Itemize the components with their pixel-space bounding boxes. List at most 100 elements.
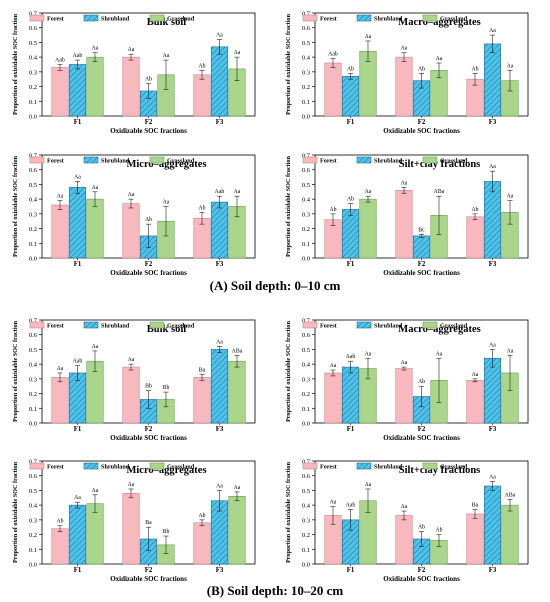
legend-label: Shrubland: [101, 16, 130, 23]
y-tick-label: 0.3: [29, 376, 37, 383]
y-axis-label: Proportion of oxizidable SOC fraction: [285, 155, 292, 257]
y-tick-label: 0.3: [29, 69, 37, 76]
legend-swatch: [356, 321, 372, 329]
significance-label: Ab: [347, 197, 354, 203]
bar: [51, 377, 69, 424]
y-tick-label: 0.2: [302, 391, 310, 398]
significance-label: ABa: [232, 348, 243, 354]
chart-panel: 0.0 0.1 0.2 0.3 0.4 0.5 0.6 0.7 Proportion of ox…: [12, 318, 256, 442]
y-tick-label: 0.5: [302, 40, 310, 47]
legend-swatch: [83, 156, 99, 164]
bar: [210, 46, 229, 117]
x-tick-label: F3: [489, 426, 497, 433]
significance-label: ABa: [505, 492, 516, 498]
x-tick-label: F1: [347, 261, 355, 268]
significance-label: Aa: [92, 185, 99, 191]
significance-label: Aa: [365, 351, 372, 357]
x-axis-label: Oxidizable SOC fractions: [110, 434, 187, 442]
legend-label: Grassland: [167, 464, 195, 471]
chart-title: Micro–aggregates: [126, 159, 206, 170]
bar: [68, 187, 87, 259]
significance-label: Aa: [74, 174, 81, 180]
bar: [395, 515, 413, 565]
legend-swatch: [149, 321, 165, 329]
significance-label: Aa: [489, 475, 496, 481]
y-tick-label: 0.1: [302, 406, 310, 413]
significance-label: Aa: [92, 488, 99, 494]
bar: [483, 485, 502, 565]
y-tick-label: 0.1: [302, 99, 310, 106]
legend-label: Grassland: [167, 158, 195, 165]
chart-panel: 0.0 0.1 0.2 0.3 0.4 0.5 0.6 0.7 Proportion of ox…: [285, 318, 529, 442]
y-tick-label: 0.3: [302, 376, 310, 383]
legend-label: Forest: [47, 16, 65, 23]
legend-swatch: [422, 156, 438, 164]
y-tick-label: 0.2: [302, 532, 310, 539]
legend-label: Forest: [320, 16, 338, 23]
caption-section-a: (A) Soil depth: 0–10 cm: [209, 278, 341, 293]
y-tick-label: 0.6: [302, 473, 311, 480]
chart-title: Macro–aggregates: [398, 17, 480, 28]
bar: [228, 360, 246, 424]
y-tick-label: 0.2: [29, 391, 37, 398]
legend-label: Grassland: [440, 16, 468, 23]
chart-title: Micro–aggregates: [126, 465, 206, 476]
significance-label: Aa: [74, 495, 81, 501]
legend-swatch: [356, 156, 372, 164]
legend-swatch: [422, 462, 438, 470]
bar: [483, 357, 502, 424]
bar: [341, 75, 360, 117]
significance-label: Aa: [330, 500, 337, 506]
x-tick-label: F3: [216, 426, 224, 433]
significance-label: Ab: [329, 207, 336, 213]
legend-swatch: [149, 156, 165, 164]
y-tick-label: 0.7: [302, 459, 311, 466]
y-tick-label: 0.6: [29, 25, 38, 32]
significance-label: Aa: [234, 485, 241, 491]
y-tick-label: 0.4: [29, 197, 38, 204]
significance-label: Aa: [436, 351, 443, 357]
bar: [412, 235, 431, 259]
bar: [501, 504, 519, 565]
bar: [483, 43, 502, 117]
chart-panel: 0.0 0.1 0.2 0.3 0.4 0.5 0.6 0.7 Proportion of ox…: [12, 459, 256, 583]
bar: [122, 493, 140, 565]
significance-label: Ab: [418, 525, 425, 531]
chart-title: Macro–aggregates: [398, 324, 480, 335]
y-tick-label: 0.7: [29, 459, 38, 466]
significance-label: Bb: [163, 529, 170, 535]
significance-label: Ab: [56, 519, 63, 525]
significance-label: Aa: [472, 372, 479, 378]
legend-swatch: [83, 462, 99, 470]
significance-label: Aab: [215, 189, 225, 195]
y-axis-label: Proportion of oxizidable SOC fraction: [12, 13, 19, 115]
x-tick-label: F2: [418, 426, 426, 433]
legend-label: Shrubland: [101, 323, 130, 330]
legend-label: Grassland: [440, 158, 468, 165]
x-tick-label: F3: [216, 261, 224, 268]
x-tick-label: F3: [489, 119, 497, 126]
x-tick-label: F2: [145, 567, 153, 574]
significance-label: Aa: [401, 504, 408, 510]
legend-label: Forest: [320, 323, 338, 330]
y-tick-label: 0.5: [29, 488, 37, 495]
x-tick-label: F3: [489, 567, 497, 574]
legend-swatch: [302, 156, 318, 164]
legend-swatch: [83, 321, 99, 329]
chart-title: Silt+clay fractions: [399, 465, 481, 476]
chart-title: Bulk soil: [147, 324, 186, 335]
y-tick-label: 0.4: [302, 55, 311, 62]
y-tick-label: 0.7: [302, 11, 311, 18]
y-tick-label: 0.1: [29, 99, 37, 106]
significance-label: Aa: [489, 342, 496, 348]
significance-label: Ab: [418, 379, 425, 385]
y-axis-label: Proportion of oxizidable SOC fraction: [12, 461, 19, 563]
significance-label: Aa: [365, 34, 372, 40]
y-axis-label: Proportion of oxizidable SOC fraction: [285, 320, 292, 422]
bar: [324, 372, 342, 424]
legend-label: Forest: [320, 158, 338, 165]
significance-label: Aab: [73, 359, 83, 365]
x-tick-label: F2: [418, 567, 426, 574]
legend-swatch: [356, 14, 372, 22]
bar: [210, 201, 229, 259]
